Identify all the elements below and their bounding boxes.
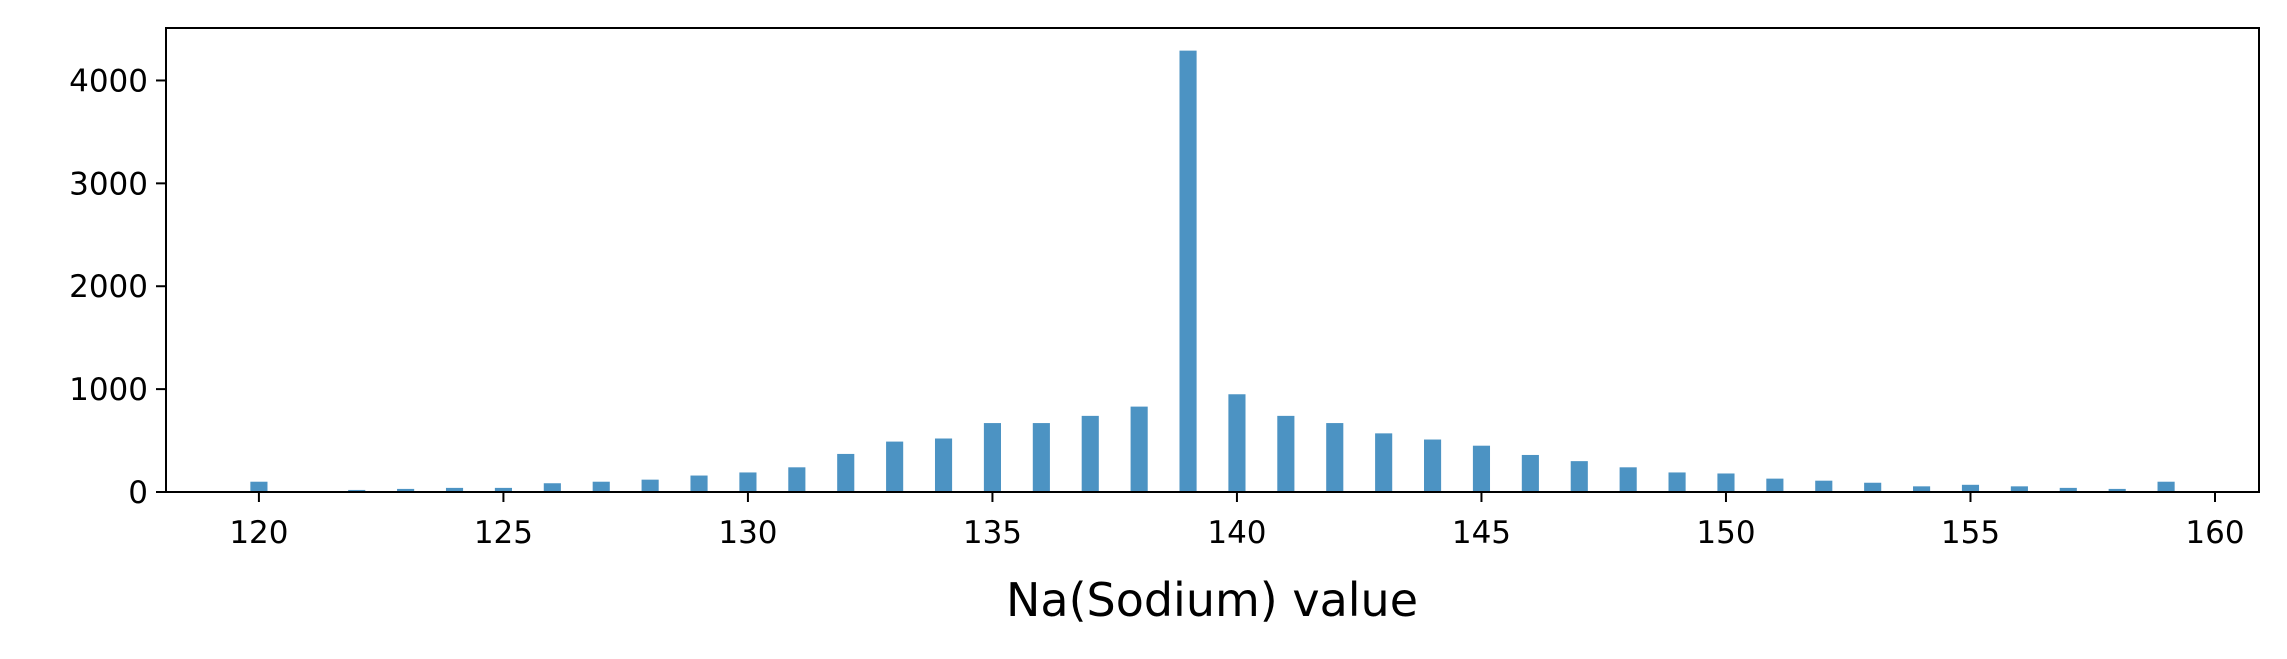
bar-124 <box>445 487 464 492</box>
bar-144 <box>1424 439 1442 492</box>
bar-137 <box>1081 415 1099 492</box>
bar-157 <box>2059 487 2077 492</box>
y-tick-label-2000: 2000 <box>69 269 148 305</box>
plot-area-background <box>166 28 2259 492</box>
x-tick-label-130: 130 <box>718 515 777 551</box>
x-tick-label-150: 150 <box>1696 515 1755 551</box>
bar-156 <box>2010 486 2028 492</box>
x-axis-label: Na(Sodium) value <box>1006 573 1418 627</box>
bar-136 <box>1032 423 1050 492</box>
bar-129 <box>690 475 708 492</box>
x-tick-label-135: 135 <box>963 515 1022 551</box>
y-tick-label-0: 0 <box>128 475 148 511</box>
bar-143 <box>1375 433 1393 492</box>
bar-139 <box>1179 50 1197 492</box>
bar-145 <box>1472 445 1491 492</box>
bar-148 <box>1619 467 1637 492</box>
bar-158 <box>2108 488 2126 492</box>
bar-147 <box>1570 461 1588 492</box>
plot-frame <box>165 27 2260 493</box>
x-tick-label-125: 125 <box>474 515 533 551</box>
bar-149 <box>1668 472 1686 492</box>
x-tick-label-120: 120 <box>229 515 288 551</box>
bar-127 <box>592 481 610 492</box>
bar-120 <box>250 481 268 492</box>
bar-150 <box>1717 473 1735 492</box>
x-axis-ticks: 120 125 130 135 140 145 150 155 160 <box>229 492 2245 551</box>
x-tick-label-155: 155 <box>1941 515 2000 551</box>
bar-131 <box>788 467 806 492</box>
bar-134 <box>934 438 953 492</box>
x-tick-label-145: 145 <box>1452 515 1511 551</box>
bar-133 <box>886 441 904 492</box>
bar-153 <box>1864 482 1882 492</box>
bar-146 <box>1521 454 1539 492</box>
bar-142 <box>1326 423 1344 492</box>
bar-155 <box>1961 484 1980 492</box>
bar-series <box>250 50 2175 492</box>
x-tick-label-140: 140 <box>1207 515 1266 551</box>
bar-154 <box>1913 486 1931 492</box>
bar-123 <box>397 488 415 492</box>
bar-135 <box>983 423 1001 492</box>
bar-152 <box>1815 480 1833 492</box>
y-axis-ticks: 0 1000 2000 3000 4000 <box>69 63 166 511</box>
bar-130 <box>739 472 757 492</box>
bar-132 <box>837 453 855 492</box>
y-tick-label-3000: 3000 <box>69 166 148 202</box>
bar-126 <box>543 483 561 492</box>
y-tick-label-4000: 4000 <box>69 63 148 99</box>
bar-128 <box>641 479 659 492</box>
bar-140 <box>1228 394 1246 492</box>
bar-138 <box>1130 406 1148 492</box>
bar-125 <box>494 487 512 492</box>
x-tick-label-160: 160 <box>2185 515 2244 551</box>
bar-159 <box>2157 481 2175 492</box>
bar-141 <box>1277 415 1295 492</box>
bar-122 <box>348 489 366 492</box>
y-tick-label-1000: 1000 <box>69 372 148 408</box>
bar-151 <box>1766 478 1784 492</box>
